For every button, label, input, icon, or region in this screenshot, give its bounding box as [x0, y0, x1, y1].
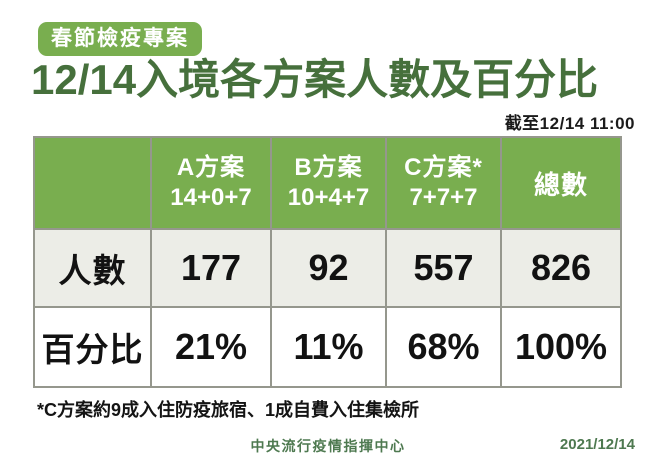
count-total: 826 [500, 228, 622, 308]
page-title: 12/14入境各方案人數及百分比 [31, 56, 599, 103]
header-cell-scheme-a: A方案 14+0+7 [150, 136, 272, 230]
scheme-a-name: A方案 [176, 154, 246, 181]
source-organization: 中央流行疫情指揮中心 [250, 438, 406, 454]
row-label-percentage: 百分比 [33, 306, 152, 388]
program-badge-label: 春節檢疫專案 [51, 27, 189, 50]
row-label-count: 人數 [33, 228, 152, 308]
pct-scheme-c: 68% [385, 306, 502, 388]
header-cell-scheme-b: B方案 10+4+7 [270, 136, 387, 230]
scheme-a-days: 14+0+7 [170, 184, 252, 211]
pct-scheme-a: 21% [150, 306, 272, 388]
header-cell-scheme-c: C方案* 7+7+7 [385, 136, 502, 230]
table-row-count: 人數 177 92 557 826 [33, 228, 622, 308]
scheme-c-name: C方案* [404, 154, 483, 181]
scheme-b-name: B方案 [294, 154, 363, 181]
scheme-b-days: 10+4+7 [287, 184, 370, 211]
entry-scheme-table: A方案 14+0+7 B方案 10+4+7 C方案* 7+7+7 總數 人數 1… [33, 136, 622, 388]
scheme-c-footnote: *C方案約9成入住防疫旅宿、1成自費入住集檢所 [37, 400, 420, 420]
pct-scheme-b: 11% [270, 306, 387, 388]
total-column-label: 總數 [533, 169, 588, 200]
header-cell-empty [33, 136, 152, 230]
scheme-c-days: 7+7+7 [409, 184, 478, 211]
program-badge: 春節檢疫專案 [38, 22, 202, 57]
count-scheme-a: 177 [150, 228, 272, 308]
header-cell-total: 總數 [500, 136, 622, 230]
table-row-percentage: 百分比 21% 11% 68% 100% [33, 306, 622, 388]
table-header-row: A方案 14+0+7 B方案 10+4+7 C方案* 7+7+7 總數 [33, 136, 622, 230]
as-of-timestamp: 截至12/14 11:00 [504, 114, 635, 133]
count-scheme-c: 557 [385, 228, 502, 308]
count-scheme-b: 92 [270, 228, 387, 308]
publish-date: 2021/12/14 [559, 436, 635, 453]
pct-total: 100% [500, 306, 622, 388]
